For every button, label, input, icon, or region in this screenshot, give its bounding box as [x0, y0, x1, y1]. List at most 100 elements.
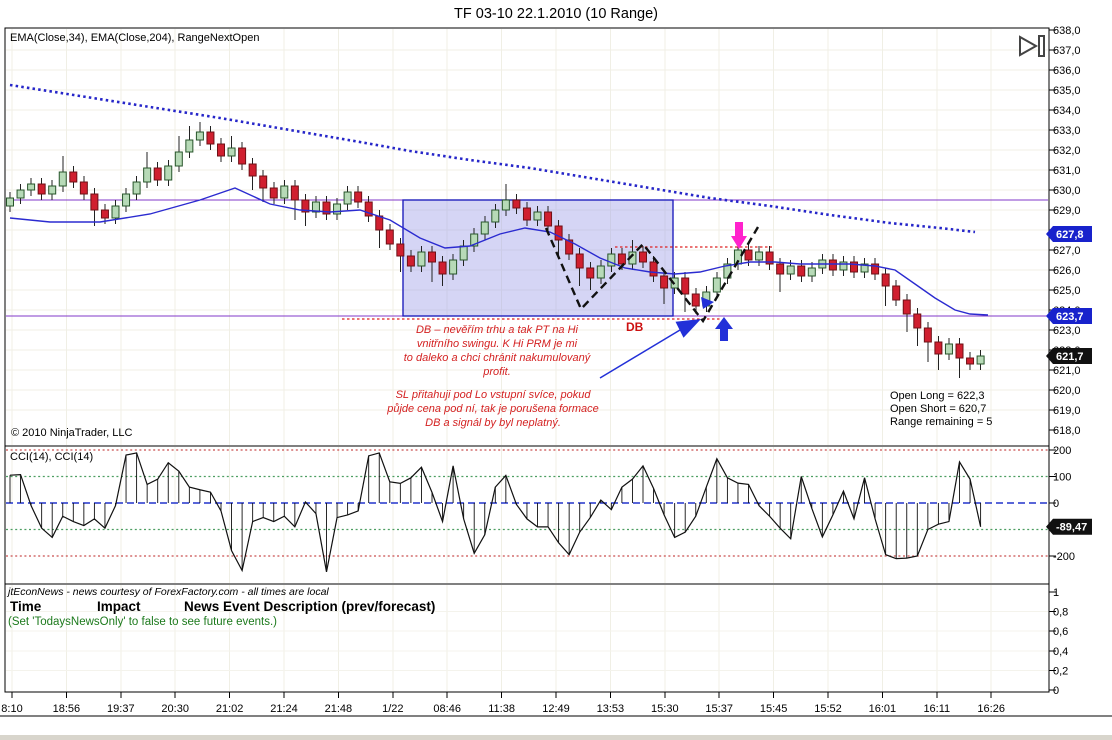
candle-down: [428, 251, 436, 263]
cci-value-tag: [1046, 518, 1092, 535]
candle-down: [522, 207, 531, 221]
candle-down: [744, 249, 753, 261]
news-header-time: Time: [10, 599, 42, 614]
candle-down: [797, 265, 806, 277]
candle-down: [934, 341, 943, 355]
db-pointer-arrowhead: [675, 319, 701, 338]
blue-up-arrow: [715, 317, 733, 329]
candle-down: [586, 267, 595, 279]
time-axis-label: 21:02: [216, 703, 244, 715]
cci-axis-label: 0: [1053, 498, 1059, 510]
open-short-label: Open Short = 620,7: [890, 403, 987, 415]
candle-down: [37, 183, 46, 195]
news-axis-label: 0,4: [1053, 646, 1068, 658]
window-bottom-edge: [0, 735, 1112, 740]
candle-up: [227, 147, 236, 157]
time-axis-label: 16:26: [977, 703, 1005, 715]
time-axis-label: 8:10: [1, 703, 22, 715]
price-tag-label: 623,7: [1056, 311, 1084, 323]
price-axis-label: 627,0: [1053, 245, 1081, 257]
news-axis-label: 0,8: [1053, 607, 1068, 619]
price-axis-label: 618,0: [1053, 425, 1081, 437]
step-forward-icon[interactable]: [1019, 35, 1039, 57]
open-long-label: Open Long = 622,3: [890, 390, 985, 402]
time-axis-label: 12:49: [542, 703, 570, 715]
price-tag: [1046, 308, 1092, 324]
candle-down: [902, 299, 911, 315]
candle-up: [470, 233, 479, 247]
time-axis-label: 16:01: [869, 703, 897, 715]
candle-up: [333, 203, 342, 215]
candle-up: [174, 151, 183, 167]
price-axis-label: 625,0: [1053, 285, 1081, 297]
candle-down: [639, 251, 647, 263]
price-tag: [1046, 226, 1092, 242]
candle-down: [565, 239, 574, 255]
candle-down: [923, 327, 932, 343]
candle-down: [512, 199, 521, 209]
candle-up: [501, 199, 510, 211]
candle-up: [143, 167, 152, 183]
candle-up: [807, 267, 816, 277]
price-axis-label: 631,0: [1053, 165, 1081, 177]
cci-axis-label: -200: [1053, 551, 1075, 563]
trade-note-2-line: půjde cena pod ní, tak je porušena forma…: [387, 403, 599, 415]
candle-down: [660, 275, 669, 289]
candle-up: [195, 131, 204, 141]
price-axis-label: 630,0: [1053, 185, 1081, 197]
candle-down: [966, 357, 975, 365]
time-axis-label: 15:37: [705, 703, 733, 715]
candle-down: [406, 255, 415, 267]
panel-border: [4, 583, 1050, 693]
candle-down: [438, 261, 447, 275]
candle-down: [396, 243, 405, 257]
time-axis-label: 15:52: [814, 703, 842, 715]
step-forward-icon[interactable]: [1038, 35, 1045, 57]
candle-down: [100, 209, 109, 219]
ema34-line: [9, 187, 989, 316]
cci-value-tag-label: -89,47: [1056, 522, 1087, 534]
candle-down: [850, 261, 858, 273]
zigzag-pattern-line: [544, 226, 760, 324]
news-header-description: News Event Description (prev/forecast): [184, 599, 436, 614]
price-axis-label: 632,0: [1053, 145, 1081, 157]
candle-up: [607, 253, 616, 267]
cci-line: [9, 452, 982, 573]
price-axis-label: 620,0: [1053, 385, 1081, 397]
candle-down: [248, 163, 257, 177]
news-axis-label: 0,2: [1053, 665, 1068, 677]
candle-down: [544, 211, 553, 227]
time-axis-label: 21:24: [270, 703, 298, 715]
candle-up: [122, 193, 131, 207]
candle-down: [955, 343, 964, 359]
trade-note-2-line: SL přitahuji pod Lo vstupní svíce, pokud: [395, 389, 591, 401]
price-axis-label: 636,0: [1053, 65, 1081, 77]
candle-up: [311, 201, 320, 213]
cci-axis-label: 200: [1053, 445, 1071, 457]
time-axis-label: 13:53: [597, 703, 625, 715]
candle-up: [343, 191, 352, 205]
candle-down: [776, 263, 785, 275]
candle-down: [259, 175, 268, 189]
candle-down: [892, 285, 901, 301]
trade-note-2-line: DB a signál by byl neplatný.: [425, 417, 561, 429]
time-axis-label: 18:56: [53, 703, 81, 715]
candle-up: [976, 355, 985, 365]
db-pointer-line: [599, 329, 681, 379]
candle-up: [533, 211, 542, 221]
candle-down: [649, 261, 658, 277]
time-axis-label: 11:38: [488, 703, 515, 715]
ema204-line: [9, 83, 976, 234]
small-blue-arrow: [701, 297, 714, 309]
price-axis-label: 619,0: [1053, 405, 1081, 417]
time-axis-label: 15:30: [651, 703, 679, 715]
candle-down: [301, 199, 310, 213]
candle-down: [364, 201, 373, 217]
candle-up: [860, 263, 869, 273]
candle-down: [269, 187, 278, 199]
candle-up: [111, 205, 120, 219]
candle-up: [459, 245, 468, 261]
time-axis-label: 19:37: [107, 703, 135, 715]
cci-axis-label: 100: [1053, 472, 1071, 484]
